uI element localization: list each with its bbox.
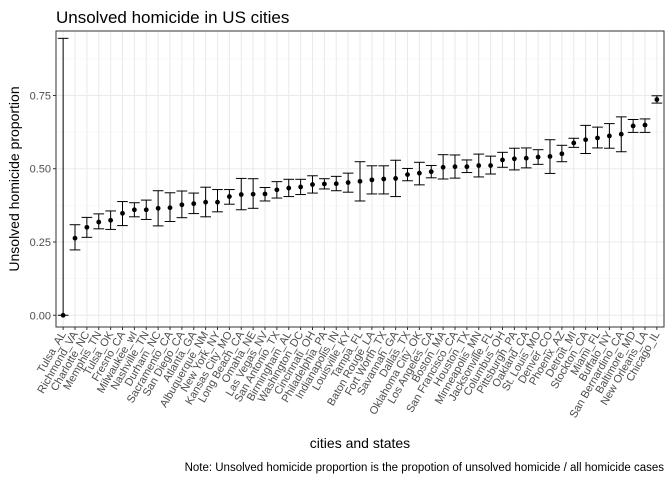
data-point (488, 163, 494, 168)
y-axis: 0.00 0.25 0.50 0.75 (30, 90, 56, 322)
data-point (120, 210, 125, 216)
data-point (179, 202, 185, 208)
data-point (559, 151, 565, 157)
data-point (452, 164, 458, 170)
chart-caption: Note: Unsolved homicide proportion is th… (185, 462, 665, 474)
data-point (131, 207, 137, 213)
data-point (274, 187, 280, 193)
data-point (618, 131, 624, 137)
data-point (535, 154, 541, 160)
data-point (345, 180, 351, 185)
x-axis: Tulsa_ALRichmond_VACharlotte_NCMemphis_T… (35, 327, 662, 420)
data-point (464, 164, 470, 170)
data-point (321, 181, 327, 187)
data-point (428, 169, 434, 175)
data-point (476, 163, 482, 168)
data-point (583, 137, 589, 143)
data-point (393, 176, 399, 181)
data-point (381, 176, 387, 182)
data-point (357, 178, 363, 184)
y-axis-title: Unsolved homicide proportion (6, 86, 22, 271)
x-axis-title: cities and states (310, 435, 410, 451)
data-point (155, 205, 161, 211)
data-point (333, 181, 339, 187)
data-point (500, 157, 505, 163)
chart-title: Unsolved homicide in US cities (56, 8, 289, 27)
data-point (416, 170, 422, 176)
data-point (250, 191, 256, 197)
data-point (167, 205, 173, 211)
data-point (238, 192, 244, 197)
data-point (369, 177, 375, 183)
data-point (203, 199, 209, 205)
data-point (60, 312, 66, 318)
data-point (96, 219, 102, 225)
data-point (511, 156, 517, 162)
data-point (215, 199, 220, 205)
data-point (298, 184, 304, 190)
data-point (226, 194, 232, 199)
data-point (191, 201, 197, 207)
data-point (654, 97, 660, 102)
data-point (310, 182, 315, 187)
data-point (547, 154, 553, 159)
data-point (606, 133, 612, 139)
data-point (262, 191, 268, 197)
data-point (72, 235, 78, 241)
data-point (642, 122, 648, 128)
data-point (84, 224, 90, 230)
y-tick-label: 0.00 (30, 310, 51, 322)
data-points (60, 97, 660, 318)
data-point (595, 135, 600, 141)
data-point (108, 217, 114, 223)
y-tick-label: 0.50 (30, 164, 51, 176)
data-point (405, 172, 410, 178)
data-point (571, 140, 577, 146)
y-tick-label: 0.25 (30, 237, 51, 249)
data-point (523, 155, 529, 161)
data-point (440, 164, 446, 170)
y-tick-label: 0.75 (30, 90, 51, 102)
data-point (143, 207, 149, 213)
error-bar (57, 37, 69, 316)
data-point (286, 185, 292, 191)
data-point (630, 123, 636, 129)
